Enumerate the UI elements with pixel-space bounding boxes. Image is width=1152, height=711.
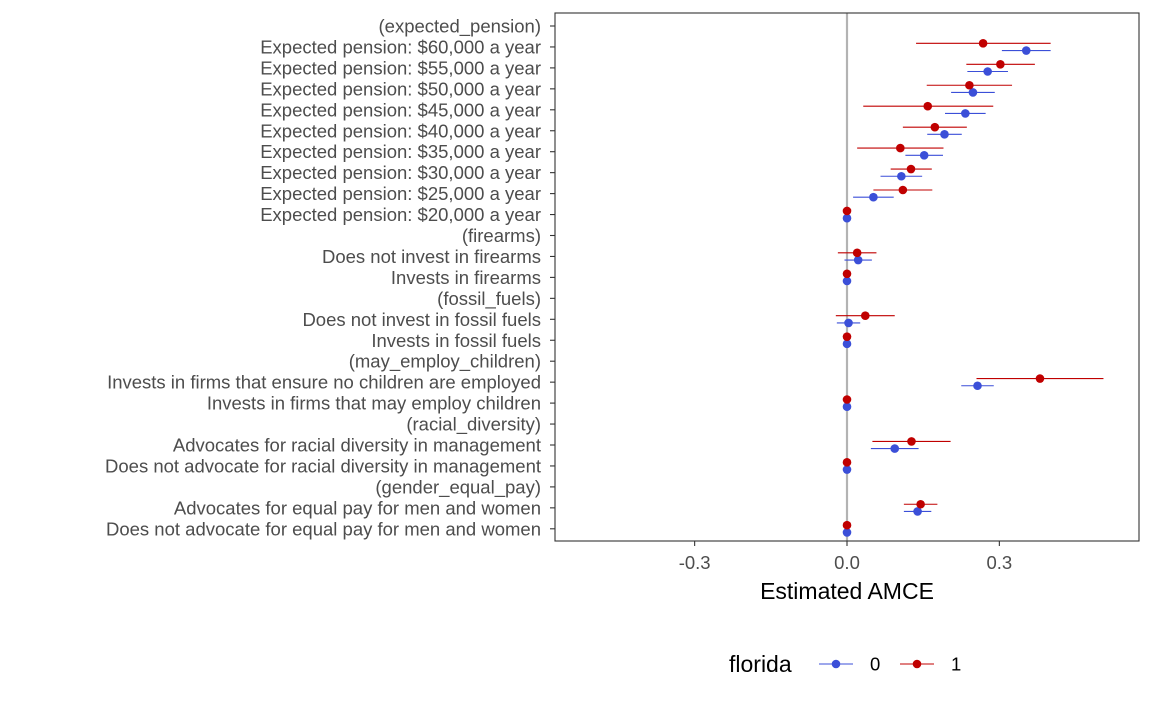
point (844, 318, 853, 328)
point (973, 381, 982, 391)
point (842, 206, 852, 216)
point (1021, 46, 1031, 55)
x-tick-label: 0.0 (834, 552, 860, 573)
point (842, 528, 852, 537)
point (897, 171, 906, 181)
y-tick-label: (racial_diversity) (406, 414, 541, 436)
point (869, 192, 878, 202)
legend-label: 1 (951, 654, 961, 675)
y-tick-label: Advocates for equal pay for men and wome… (174, 497, 541, 518)
point (890, 444, 900, 453)
y-tick-label: Advocates for racial diversity in manage… (173, 435, 541, 456)
y-tick-label: (gender_equal_pay) (375, 476, 541, 498)
legend: florida 0 1 (729, 651, 961, 677)
y-tick-label: Expected pension: $30,000 a year (260, 162, 541, 183)
legend-key-point (831, 659, 841, 669)
x-axis-title: Estimated AMCE (760, 578, 934, 604)
legend-key-point (912, 659, 922, 669)
y-tick-label: Expected pension: $45,000 a year (260, 99, 541, 120)
point (907, 437, 916, 446)
point (852, 248, 862, 258)
point (913, 507, 922, 516)
point (930, 122, 940, 132)
point (1035, 374, 1045, 383)
point (940, 130, 949, 139)
point (842, 395, 852, 404)
point (983, 67, 992, 76)
point (842, 520, 852, 530)
point (842, 276, 852, 286)
x-tick-label: 0.3 (986, 552, 1012, 573)
point (996, 60, 1005, 69)
y-tick-label: Expected pension: $20,000 a year (260, 204, 541, 225)
legend-label: 0 (870, 654, 880, 675)
legend-key-0 (819, 659, 853, 669)
y-tick-label: Expected pension: $60,000 a year (260, 36, 541, 57)
series-marks (835, 39, 1104, 537)
y-tick-label: (expected_pension) (379, 16, 542, 38)
point (842, 465, 852, 474)
y-tick-label: Expected pension: $55,000 a year (260, 57, 541, 78)
point (842, 269, 852, 279)
point (853, 255, 863, 265)
y-tick-label: Expected pension: $50,000 a year (260, 78, 541, 99)
y-tick-label: (fossil_fuels) (437, 288, 541, 310)
x-axis-ticks: -0.3 0.0 0.3 (679, 541, 1012, 573)
point (842, 339, 852, 349)
point (919, 151, 929, 160)
y-axis-labels: (expected_pension)Expected pension: $60,… (105, 16, 541, 540)
y-tick-label: Expected pension: $40,000 a year (260, 120, 541, 141)
point (961, 109, 970, 118)
point (842, 213, 852, 223)
y-tick-label: Invests in firearms (391, 267, 541, 288)
legend-title: florida (729, 651, 792, 677)
point (965, 80, 974, 90)
y-tick-label: Does not advocate for equal pay for men … (106, 518, 541, 539)
y-tick-label: Invests in firms that ensure no children… (107, 372, 541, 393)
y-tick-label: Expected pension: $25,000 a year (260, 183, 541, 204)
point (842, 402, 852, 412)
point (842, 332, 852, 341)
point (842, 458, 852, 467)
point (898, 185, 908, 195)
y-axis-ticks (550, 25, 555, 530)
point (978, 39, 988, 48)
point (860, 311, 870, 321)
y-tick-label: Does not invest in firearms (322, 246, 541, 267)
point (906, 164, 916, 174)
y-tick-label: Invests in firms that may employ childre… (207, 393, 541, 414)
y-tick-label: Does not invest in fossil fuels (302, 309, 541, 330)
legend-key-1 (900, 659, 934, 669)
series-1 (835, 39, 1104, 530)
point (916, 499, 925, 509)
y-tick-label: Does not advocate for racial diversity i… (105, 455, 541, 476)
point (923, 101, 933, 111)
y-tick-label: Expected pension: $35,000 a year (260, 141, 541, 162)
x-tick-label: -0.3 (679, 552, 711, 573)
y-tick-label: (may_employ_children) (349, 351, 541, 373)
y-tick-label: Invests in fossil fuels (371, 330, 541, 351)
point (896, 143, 905, 153)
series-0 (836, 46, 1051, 537)
point (968, 88, 978, 97)
y-tick-label: (firearms) (462, 225, 541, 246)
